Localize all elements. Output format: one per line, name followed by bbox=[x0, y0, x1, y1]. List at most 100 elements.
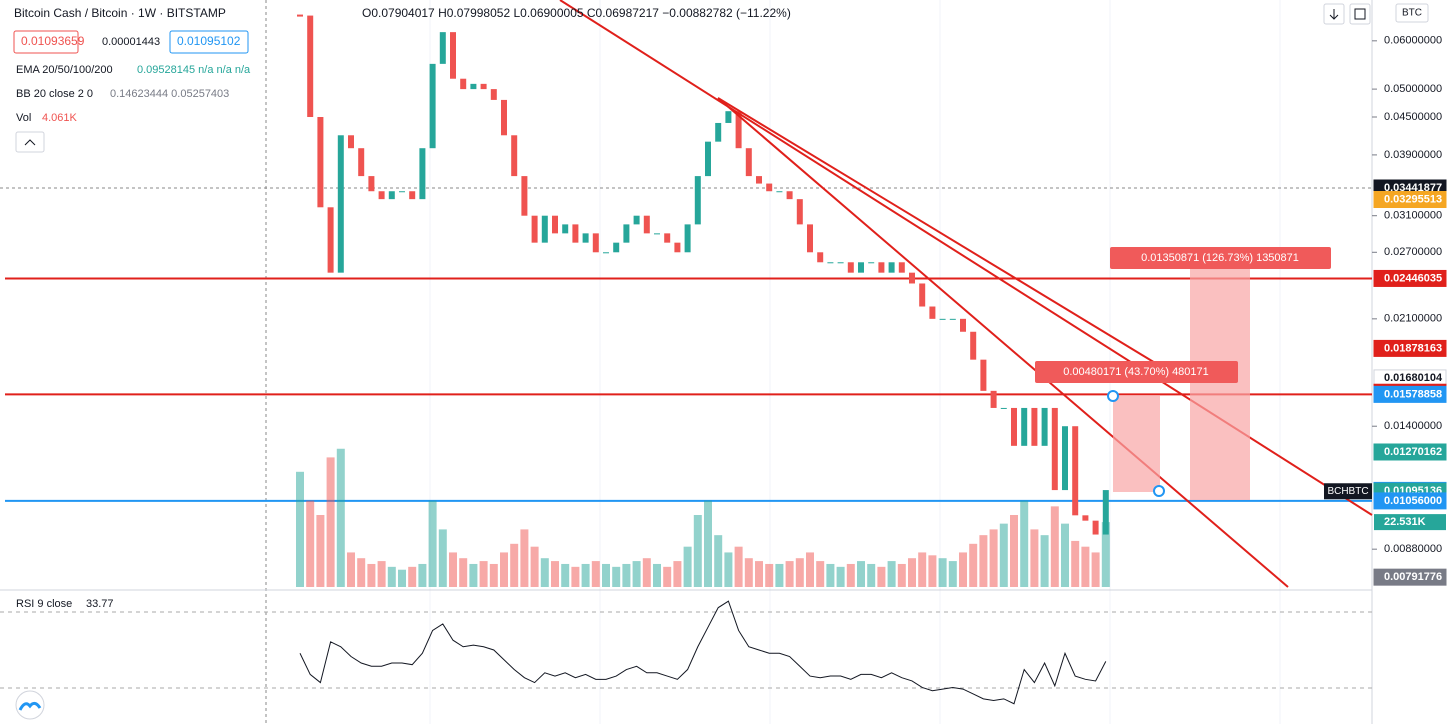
candle-body bbox=[674, 242, 681, 253]
volume-bar bbox=[469, 563, 478, 587]
candle-body bbox=[888, 262, 895, 273]
volume-bar bbox=[1030, 529, 1039, 587]
candle-body bbox=[796, 199, 803, 225]
candle-body bbox=[490, 89, 497, 100]
price-tag-label: 0.01878163 bbox=[1384, 342, 1442, 354]
volume-bar bbox=[479, 561, 488, 587]
price-tag-label: 0.03295513 bbox=[1384, 193, 1442, 205]
volume-bar bbox=[775, 563, 784, 587]
fullscreen-button[interactable] bbox=[1349, 3, 1371, 25]
collapse-icon bbox=[24, 139, 36, 146]
candle-body bbox=[643, 215, 650, 234]
y-tick-label: 0.02700000 bbox=[1384, 246, 1442, 258]
rsi-name: RSI 9 close bbox=[16, 598, 72, 610]
candle-body bbox=[562, 224, 569, 234]
ohlc: O0.07904017 H0.07998052 L0.06900005 C0.0… bbox=[362, 6, 791, 20]
candle-body bbox=[980, 359, 987, 391]
volume-bar bbox=[591, 561, 600, 587]
volume-bar bbox=[887, 561, 896, 587]
candle-body bbox=[592, 233, 599, 253]
volume-bar bbox=[969, 543, 978, 587]
volume-bar bbox=[326, 457, 335, 587]
currency: BTC bbox=[1402, 8, 1422, 19]
candle-body bbox=[654, 233, 660, 235]
volume-bar bbox=[938, 558, 947, 587]
rsi-line bbox=[299, 600, 1107, 705]
candle-body bbox=[582, 233, 589, 243]
candle-body bbox=[521, 176, 528, 216]
volume-bar bbox=[683, 546, 692, 587]
volume-bar bbox=[347, 552, 355, 587]
indicator-name: Vol bbox=[16, 112, 31, 124]
volume-bar bbox=[693, 515, 702, 587]
volume-bar bbox=[714, 535, 723, 587]
y-tick-label: 0.03100000 bbox=[1384, 210, 1442, 222]
indicator-name: BB 20 close 2 0 bbox=[16, 88, 93, 100]
candle-body bbox=[1082, 515, 1089, 521]
candle-body bbox=[511, 135, 518, 177]
symbol-tag-label: BCHBTC bbox=[1327, 486, 1368, 497]
candle-body bbox=[470, 83, 477, 90]
candle-body bbox=[419, 148, 426, 200]
candle-body bbox=[705, 141, 711, 177]
volume-tag-label: 22.531K bbox=[1384, 516, 1426, 528]
candle-body bbox=[460, 78, 467, 90]
volume-bar bbox=[398, 569, 406, 587]
volume-bar bbox=[806, 552, 814, 587]
indicator-value: 4.061K bbox=[42, 112, 78, 124]
candle-body bbox=[990, 390, 997, 408]
volume-tag bbox=[1374, 514, 1446, 531]
bid[interactable]: 0.01093659 bbox=[21, 34, 85, 48]
candle-body bbox=[919, 283, 926, 307]
candle-body bbox=[552, 215, 558, 234]
anchor[interactable] bbox=[1153, 485, 1165, 497]
candle-body bbox=[297, 14, 303, 17]
volume-bar bbox=[755, 561, 763, 587]
volume-bar bbox=[1061, 523, 1069, 587]
volume-bar bbox=[540, 558, 549, 587]
price-tag bbox=[1373, 269, 1447, 287]
candle-body bbox=[1062, 426, 1068, 491]
candle-body bbox=[898, 262, 905, 273]
ask-button[interactable] bbox=[169, 30, 249, 54]
volume-bar bbox=[1091, 552, 1100, 587]
volume-bar bbox=[857, 561, 865, 587]
candle-body bbox=[1021, 407, 1028, 446]
currency-box[interactable] bbox=[1395, 3, 1429, 23]
volume-bar bbox=[1050, 506, 1059, 587]
indicator-value: 0.14623444 0.05257403 bbox=[110, 88, 229, 100]
price-tag bbox=[1373, 339, 1447, 357]
volume-bar bbox=[520, 529, 529, 587]
price-tag bbox=[1373, 443, 1447, 461]
volume-bar bbox=[663, 566, 672, 587]
volume-bar bbox=[1040, 535, 1049, 587]
indicator-name: EMA 20/50/100/200 bbox=[16, 64, 113, 76]
rsi-value: 33.77 bbox=[86, 598, 114, 610]
collapse-button[interactable] bbox=[15, 131, 45, 153]
candle-body bbox=[715, 122, 722, 142]
volume-bar bbox=[316, 515, 325, 587]
candle-body bbox=[307, 15, 314, 118]
candle-body bbox=[613, 242, 620, 253]
y-tick-label: 0.03900000 bbox=[1384, 149, 1442, 161]
volume-bar bbox=[816, 561, 825, 587]
candle-body bbox=[939, 318, 946, 320]
y-tick-label: 0.05000000 bbox=[1384, 83, 1442, 95]
volume-bar bbox=[357, 558, 366, 587]
ask[interactable]: 0.01095102 bbox=[177, 34, 241, 48]
price-tag-label: 0.01056000 bbox=[1384, 495, 1442, 507]
candle-body bbox=[756, 176, 762, 184]
volume-bar bbox=[622, 563, 631, 587]
candle-body bbox=[786, 191, 793, 200]
candle-body bbox=[725, 111, 732, 123]
volume-bar bbox=[642, 558, 651, 587]
candle-body bbox=[949, 318, 956, 320]
candle-body bbox=[776, 191, 783, 193]
candle-body bbox=[684, 224, 691, 253]
candle-body bbox=[378, 191, 385, 200]
anchor[interactable] bbox=[1107, 390, 1119, 402]
candle-body bbox=[735, 111, 742, 149]
candle-body bbox=[1051, 407, 1058, 491]
candle-body bbox=[531, 215, 538, 243]
bid-button[interactable] bbox=[13, 30, 79, 54]
